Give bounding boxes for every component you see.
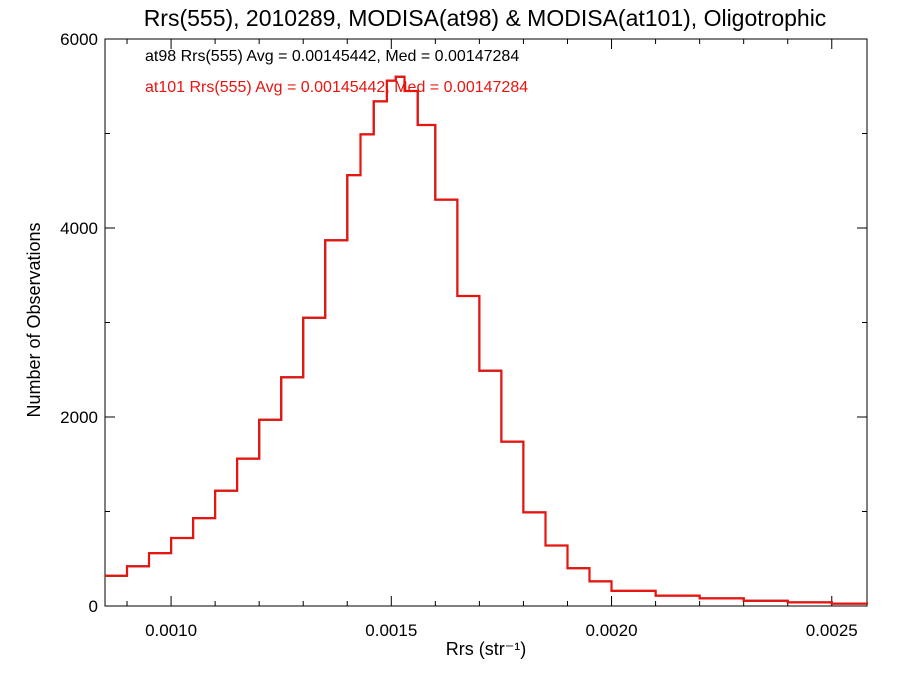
x-axis-label: Rrs (str⁻¹) xyxy=(446,639,526,659)
y-tick-label: 6000 xyxy=(60,30,98,49)
legend-entry-at98: at98 Rrs(555) Avg = 0.00145442, Med = 0.… xyxy=(145,48,519,65)
x-tick-label: 0.0025 xyxy=(806,621,858,640)
series-line-at98 xyxy=(105,75,868,605)
legend: at98 Rrs(555) Avg = 0.00145442, Med = 0.… xyxy=(145,48,528,96)
plot-frame xyxy=(104,38,868,607)
series-line-at101 xyxy=(105,75,869,605)
x-tick-label: 0.0015 xyxy=(365,621,417,640)
y-axis-label: Number of Observations xyxy=(24,222,44,417)
y-tick-label: 0 xyxy=(89,597,98,616)
x-tick-label: 0.0020 xyxy=(586,621,638,640)
series-layer xyxy=(105,75,869,605)
y-tick-label: 4000 xyxy=(60,219,98,238)
chart-title: Rrs(555), 2010289, MODISA(at98) & MODISA… xyxy=(144,5,827,31)
legend-entry-at101: at101 Rrs(555) Avg = 0.00145442, Med = 0… xyxy=(145,79,528,96)
axis-ticks: 0.0010 0.0015 0.0020 0.0025 0 2000 4000 6000 xyxy=(60,30,867,640)
x-tick-label: 0.0010 xyxy=(145,621,197,640)
y-tick-label: 2000 xyxy=(60,408,98,427)
